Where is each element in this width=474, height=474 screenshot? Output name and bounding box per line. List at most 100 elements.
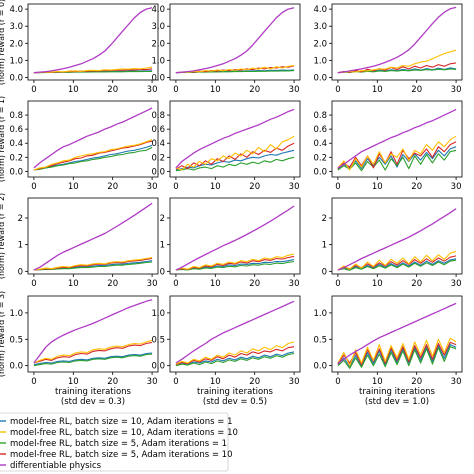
series-line-rl_b10_a10 (33, 139, 153, 171)
y-tick-label: 1 (18, 241, 23, 251)
axes-frame (27, 295, 159, 373)
subplot-r1-c0: 0.0 0.2 0.4 0.6 0.8 0 10 20 30 (9, 100, 159, 192)
axes-frame (331, 295, 463, 373)
y-tick-label: 1.0 (151, 309, 165, 319)
x-tick-label: 30 (289, 279, 300, 289)
y-tick-label: 1.0 (9, 56, 23, 66)
x-tick-label: 20 (249, 182, 260, 192)
y-tick-label: 0.0 (9, 73, 23, 83)
series-line-rl_b10_a10 (175, 253, 295, 271)
series-line-rl_b10_a10 (33, 66, 153, 74)
x-tick-label: 10 (372, 377, 383, 387)
series-line-rl_b5_a1 (337, 149, 457, 172)
y-tick-label: 1.0 (313, 309, 327, 319)
x-tick-label: 20 (107, 85, 118, 95)
axes-frame (169, 3, 301, 81)
series-line-rl_b5_a10 (175, 255, 295, 271)
y-tick-label: 0.0 (151, 362, 165, 372)
row-ylabel: (norm) reward (r = 3) (0, 291, 6, 377)
x-tick-label: 20 (249, 85, 260, 95)
series-line-diffphys (337, 302, 457, 364)
series-line-diffphys (175, 7, 295, 74)
series-line-rl_b5_a1 (337, 346, 457, 369)
x-tick-label: 0 (31, 279, 36, 289)
series-line-rl_b10_a10 (33, 256, 153, 271)
x-tick-label: 10 (68, 182, 79, 192)
y-tick-label: 4.0 (151, 5, 165, 15)
legend-entry-diffphys: differentiable physics (10, 461, 102, 471)
axes-frame (169, 295, 301, 373)
series-line-rl_b10_a1 (337, 146, 457, 170)
col-xlabel: training iterations (359, 387, 436, 397)
y-tick-label: 2.0 (313, 39, 327, 49)
x-tick-label: 30 (451, 377, 462, 387)
x-tick-label: 10 (210, 85, 221, 95)
series-line-rl_b5_a1 (33, 146, 153, 171)
subplot-r0-c1: 0.0 1.0 2.0 3.0 4.0 0 10 20 30 (151, 3, 301, 95)
x-tick-label: 10 (68, 85, 79, 95)
y-tick-label: 3.0 (9, 22, 23, 32)
y-tick-label: 0 (322, 267, 327, 277)
y-tick-label: 0.8 (313, 111, 327, 121)
series-line-rl_b10_a1 (33, 352, 153, 366)
series-line-diffphys (175, 300, 295, 364)
x-tick-label: 20 (249, 377, 260, 387)
series-line-rl_b5_a1 (337, 259, 457, 271)
series-line-rl_b5_a10 (175, 142, 295, 170)
col-xlabel-subtitle: (std dev = 0.3) (61, 397, 125, 407)
col-xlabel: training iterations (197, 387, 274, 397)
y-tick-label: 0.8 (9, 111, 23, 121)
series-line-rl_b10_a10 (175, 64, 295, 74)
series-line-rl_b10_a1 (33, 144, 153, 171)
axes-frame (27, 197, 159, 275)
y-tick-label: 0.5 (313, 335, 327, 345)
y-tick-label: 2 (322, 214, 327, 224)
x-tick-label: 30 (451, 182, 462, 192)
y-tick-label: 2 (18, 214, 23, 224)
x-tick-label: 30 (289, 182, 300, 192)
y-tick-label: 2.0 (151, 39, 165, 49)
x-tick-label: 20 (411, 279, 422, 289)
y-tick-label: 0.4 (9, 139, 23, 149)
legend-entry-rl_b10_a1: model-free RL, batch size = 10, Adam ite… (10, 417, 233, 427)
series-line-rl_b5_a10 (33, 140, 153, 171)
x-tick-label: 10 (210, 279, 221, 289)
x-tick-label: 20 (249, 279, 260, 289)
series-line-rl_b5_a10 (337, 62, 457, 74)
subplot-r1-c1: 0.0 0.2 0.4 0.6 0.8 0 10 20 30 (151, 100, 301, 192)
series-line-diffphys (33, 202, 153, 271)
series-line-rl_b5_a10 (337, 255, 457, 271)
x-tick-label: 0 (335, 85, 340, 95)
y-tick-label: 0.8 (151, 111, 165, 121)
y-tick-label: 0.4 (313, 139, 327, 149)
x-tick-label: 10 (210, 182, 221, 192)
x-tick-label: 30 (451, 279, 462, 289)
axes-frame (169, 100, 301, 178)
series-line-rl_b10_a1 (337, 258, 457, 271)
series-line-diffphys (33, 107, 153, 169)
legend-entry-rl_b5_a1: model-free RL, batch size = 5, Adam iter… (10, 439, 227, 449)
series-line-diffphys (337, 208, 457, 271)
series-line-diffphys (33, 7, 153, 74)
y-tick-label: 2 (160, 214, 165, 224)
series-line-diffphys (337, 108, 457, 169)
series-line-rl_b5_a1 (175, 260, 295, 271)
axes-frame (169, 197, 301, 275)
legend: model-free RL, batch size = 10, Adam ite… (0, 412, 238, 472)
series-line-rl_b5_a10 (175, 346, 295, 366)
x-tick-label: 20 (107, 377, 118, 387)
x-tick-label: 0 (335, 182, 340, 192)
col-xlabel: training iterations (55, 387, 132, 397)
series-line-diffphys (175, 108, 295, 169)
x-tick-label: 20 (411, 85, 422, 95)
x-tick-label: 20 (411, 377, 422, 387)
y-tick-label: 0.0 (151, 73, 165, 83)
series-line-rl_b5_a10 (33, 341, 153, 364)
legend-box (0, 412, 229, 472)
series-line-diffphys (175, 205, 295, 271)
series-line-diffphys (33, 299, 153, 364)
subplot-r3-c0: 0.0 0.5 1.0 0 10 20 30 (9, 295, 159, 387)
y-tick-label: 0.2 (313, 153, 327, 163)
y-tick-label: 1.0 (313, 56, 327, 66)
